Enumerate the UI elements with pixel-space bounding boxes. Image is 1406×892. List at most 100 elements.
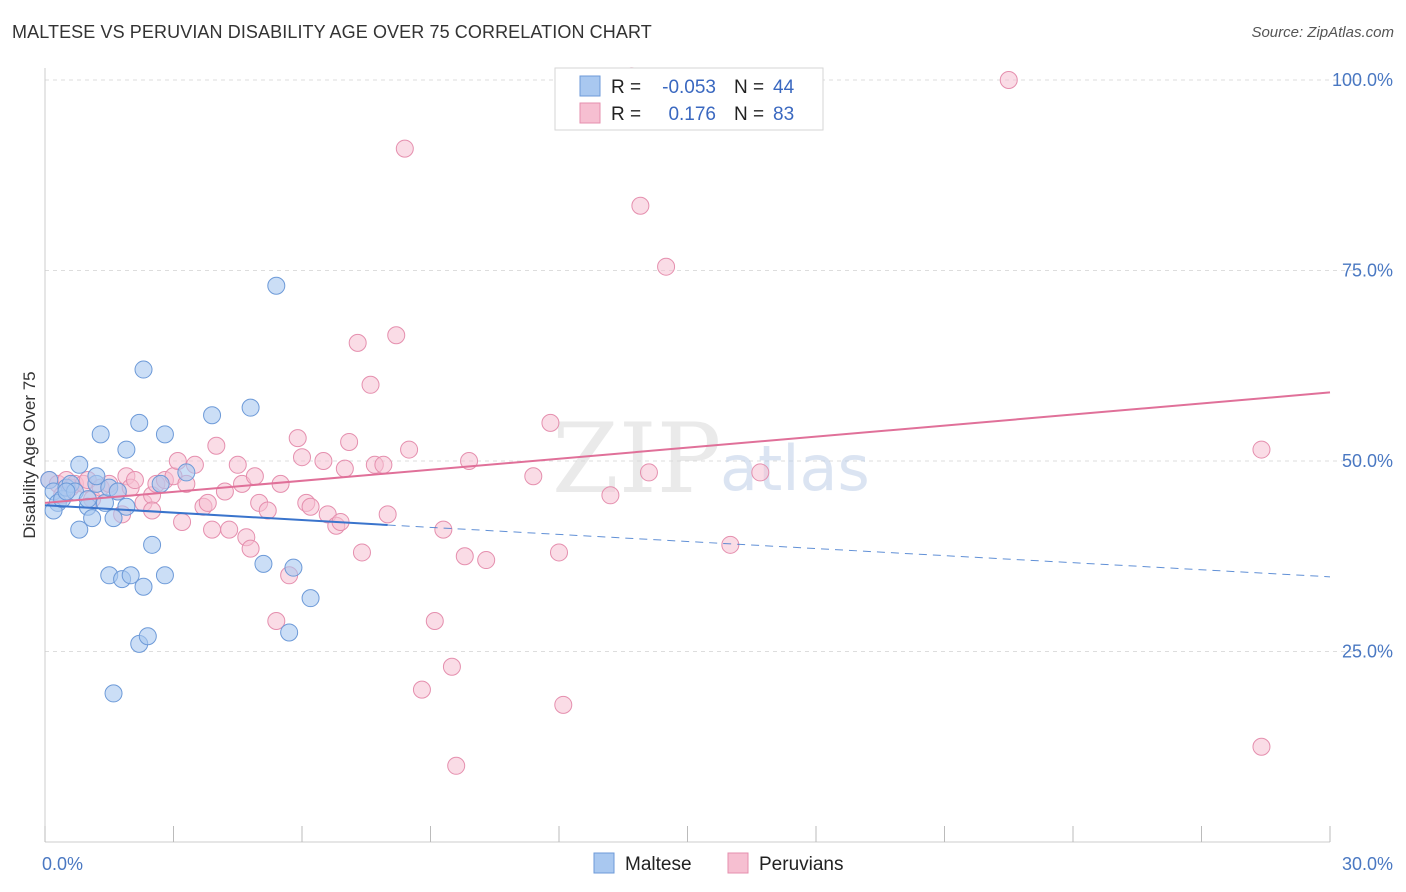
peruvians-point-19 bbox=[173, 512, 192, 531]
peruvians-point-69 bbox=[631, 196, 650, 215]
peruvians-point-24 bbox=[203, 520, 222, 539]
source-credit: Source: ZipAtlas.com bbox=[1251, 24, 1394, 41]
peruvians-point-33 bbox=[258, 501, 277, 520]
maltese-point-39 bbox=[280, 623, 299, 642]
y-tick-label-2: 75.0% bbox=[1342, 261, 1393, 281]
peruvians-point-82 bbox=[245, 467, 264, 486]
peruvians-point-74 bbox=[999, 71, 1018, 89]
maltese-trend-line bbox=[44, 504, 388, 527]
maltese-point-22 bbox=[130, 413, 149, 432]
maltese-point-30 bbox=[117, 440, 136, 459]
maltese-point-33 bbox=[151, 474, 170, 493]
peruvians-point-55 bbox=[400, 440, 419, 459]
peruvians-point-51 bbox=[374, 455, 393, 474]
legend-n-label-peruvians: N = bbox=[734, 104, 764, 125]
peruvians-point-54 bbox=[395, 139, 414, 158]
maltese-point-34 bbox=[177, 463, 196, 482]
maltese-point-26 bbox=[143, 535, 162, 554]
legend-swatch-peruvians bbox=[579, 102, 601, 124]
maltese-point-13 bbox=[91, 425, 110, 444]
y-tick-label-3: 100.0% bbox=[1332, 70, 1393, 90]
maltese-point-19 bbox=[104, 684, 123, 703]
peruvians-point-71 bbox=[657, 257, 676, 276]
maltese-point-36 bbox=[241, 398, 260, 417]
bottom-legend-swatch-peruvians bbox=[727, 852, 749, 874]
legend-r-label-peruvians: R = bbox=[611, 104, 641, 125]
maltese-point-43 bbox=[87, 467, 106, 486]
maltese-point-31 bbox=[104, 509, 123, 528]
maltese-point-42 bbox=[57, 482, 76, 501]
peruvians-point-40 bbox=[301, 497, 320, 516]
maltese-trend-extension bbox=[387, 524, 1331, 578]
maltese-point-40 bbox=[284, 558, 303, 577]
peruvians-point-45 bbox=[335, 459, 354, 478]
peruvians-point-65 bbox=[541, 413, 560, 432]
peruvians-point-53 bbox=[387, 326, 406, 345]
peruvians-point-26 bbox=[215, 482, 234, 501]
trend-lines bbox=[44, 391, 1331, 578]
legend-swatch-maltese bbox=[579, 75, 601, 97]
legend-r-value-peruvians: 0.176 bbox=[668, 104, 716, 125]
peruvians-point-60 bbox=[447, 756, 466, 775]
x-tick-label-0: 0.0% bbox=[42, 854, 83, 874]
x-tick-label-1: 30.0% bbox=[1342, 854, 1393, 874]
bottom-legend-swatch-maltese bbox=[593, 852, 615, 874]
tick-labels: 25.0% 50.0% 75.0% 100.0% 0.0% 30.0% bbox=[42, 70, 1393, 874]
peruvians-point-27 bbox=[220, 520, 239, 539]
legend-n-label-maltese: N = bbox=[734, 77, 764, 98]
axis-layer bbox=[44, 68, 1331, 843]
peruvians-point-70 bbox=[639, 463, 658, 482]
peruvians-point-73 bbox=[751, 463, 770, 482]
legend-n-value-maltese: 44 bbox=[773, 77, 795, 98]
peruvians-point-25 bbox=[207, 436, 226, 455]
y-tick-label-0: 25.0% bbox=[1342, 642, 1393, 662]
maltese-point-41 bbox=[301, 589, 320, 608]
maltese-point-25 bbox=[138, 627, 157, 646]
peruvians-point-59 bbox=[442, 657, 461, 676]
chart-title: MALTESE VS PERUVIAN DISABILITY AGE OVER … bbox=[12, 22, 652, 42]
peruvians-point-63 bbox=[477, 551, 496, 570]
peruvians-point-34 bbox=[267, 612, 286, 631]
peruvians-point-75 bbox=[1252, 440, 1271, 459]
peruvians-point-57 bbox=[425, 612, 444, 631]
peruvians-point-13 bbox=[125, 471, 144, 490]
watermark-zip: ZIP bbox=[552, 403, 721, 515]
peruvians-point-23 bbox=[198, 493, 217, 512]
maltese-point-8 bbox=[70, 455, 89, 474]
y-axis-label: Disability Age Over 75 bbox=[20, 371, 39, 538]
maltese-point-27 bbox=[155, 566, 174, 585]
watermark-atlas: atlas bbox=[720, 432, 870, 505]
peruvians-point-41 bbox=[314, 452, 333, 470]
peruvians-point-47 bbox=[348, 333, 367, 352]
legend-r-label-maltese: R = bbox=[611, 77, 641, 98]
stats-legend: R = -0.053 N = 44 R = 0.176 N = 83 bbox=[554, 67, 824, 131]
peruvians-trend-line bbox=[44, 391, 1331, 504]
series-legend: Maltese Peruvians bbox=[593, 852, 844, 875]
peruvians-point-66 bbox=[550, 543, 568, 562]
legend-r-value-maltese: -0.053 bbox=[662, 77, 716, 98]
peruvians-point-76 bbox=[1252, 737, 1271, 756]
maltese-point-11 bbox=[83, 509, 102, 528]
maltese-point-37 bbox=[254, 554, 273, 573]
peruvians-point-64 bbox=[524, 467, 543, 486]
maltese-point-35 bbox=[203, 406, 222, 425]
grid-layer bbox=[45, 79, 1360, 652]
peruvians-point-68 bbox=[601, 486, 620, 505]
maltese-point-28 bbox=[155, 425, 174, 444]
peruvians-point-28 bbox=[228, 455, 247, 474]
bottom-legend-label-peruvians: Peruvians bbox=[759, 854, 844, 875]
maltese-point-21 bbox=[121, 566, 140, 585]
maltese-point-38 bbox=[267, 276, 286, 295]
maltese-point-9 bbox=[70, 520, 89, 539]
peruvians-point-61 bbox=[455, 547, 474, 566]
y-tick-label-1: 50.0% bbox=[1342, 451, 1393, 471]
peruvians-point-38 bbox=[293, 448, 311, 467]
peruvians-point-37 bbox=[288, 429, 307, 448]
peruvians-point-46 bbox=[340, 432, 359, 451]
bottom-legend-label-maltese: Maltese bbox=[625, 854, 692, 875]
maltese-point-24 bbox=[134, 577, 153, 596]
peruvians-point-67 bbox=[554, 695, 573, 714]
peruvians-point-52 bbox=[378, 505, 397, 524]
peruvians-point-72 bbox=[721, 535, 740, 554]
